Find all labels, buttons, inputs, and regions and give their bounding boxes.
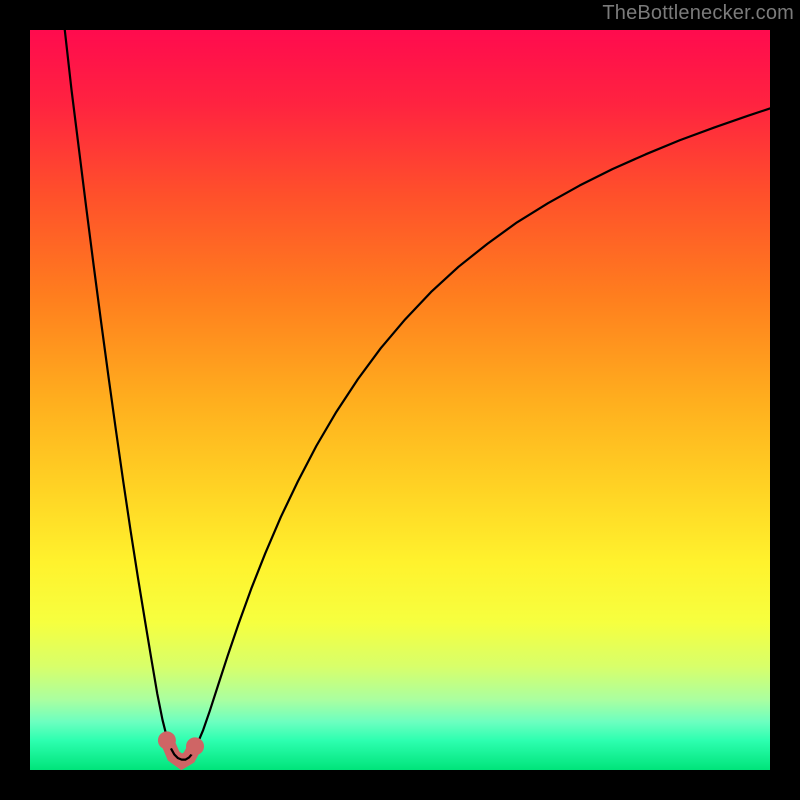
marker-dot [158,731,176,749]
frame-border-right [770,0,800,800]
frame-border-left [0,0,30,800]
chart-svg [30,30,770,770]
plot-area [30,30,770,770]
marker-dot [186,737,204,755]
figure-container: TheBottlenecker.com [0,0,800,800]
watermark-text: TheBottlenecker.com [602,2,794,25]
gradient-background [30,30,770,770]
frame-border-bottom [0,770,800,800]
